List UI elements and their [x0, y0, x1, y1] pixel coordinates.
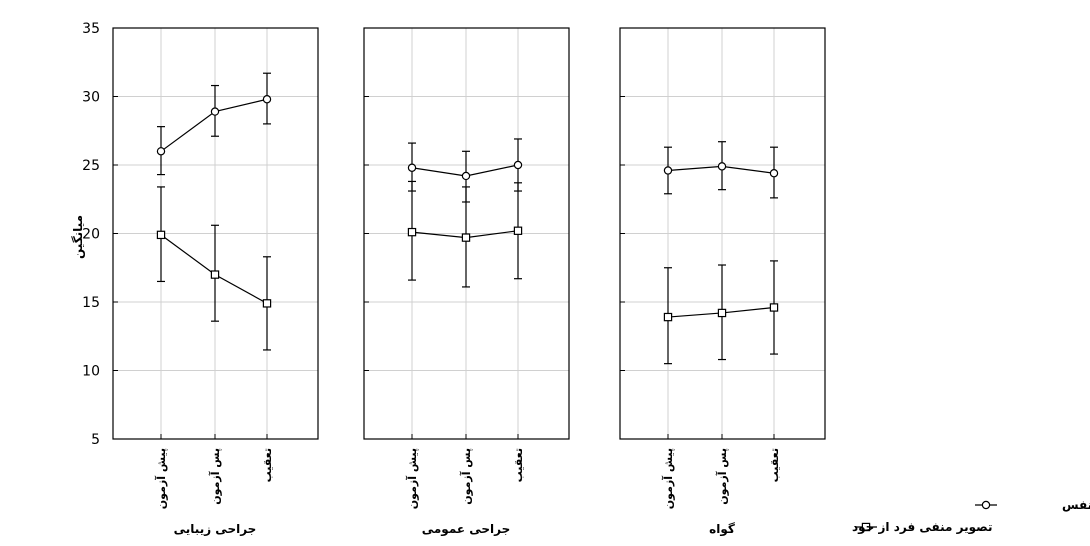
data-point — [156, 230, 166, 240]
data-point — [769, 169, 779, 178]
x-category-label: تعقیب — [768, 448, 781, 482]
data-point — [262, 299, 272, 308]
x-category-label: تعقیب — [261, 448, 274, 482]
data-point — [513, 226, 523, 235]
x-category-label: پس آزمون — [459, 448, 473, 505]
panel-1: پیش آزمون پس آزمون تعقیب جراحی زیبایی — [112, 27, 319, 536]
x-category-label: پیش آزمون — [661, 448, 675, 509]
x-category-label: پیش آزمون — [405, 448, 419, 509]
data-point — [262, 95, 272, 104]
data-point — [156, 147, 166, 156]
x-category-label: پیش آزمون — [154, 448, 168, 509]
data-point — [210, 270, 220, 279]
y-tick-label: 5 — [91, 432, 100, 448]
series-line — [160, 98, 268, 152]
panel-group-label: جراحی زیبایی — [174, 522, 257, 536]
data-point — [407, 227, 417, 237]
data-point — [210, 107, 220, 116]
data-point — [769, 303, 779, 312]
data-point — [717, 308, 727, 318]
data-point — [717, 162, 727, 171]
data-point — [663, 312, 673, 322]
data-point — [461, 171, 471, 181]
x-category-label: پس آزمون — [208, 448, 222, 505]
panel-group-label: گواه — [709, 522, 735, 537]
data-point — [513, 160, 523, 170]
data-point — [663, 166, 673, 175]
y-tick-label: 10 — [82, 364, 100, 380]
data-point — [407, 163, 417, 172]
y-tick-label: 20 — [82, 227, 100, 243]
legend-marker — [981, 500, 991, 510]
y-axis-label: میانگین — [71, 215, 85, 259]
x-category-label: تعقیب — [512, 448, 525, 482]
series-line — [160, 234, 268, 304]
legend: عزت نفس تصویر منفی فرد از خود — [852, 498, 1090, 535]
legend-entry: تصویر منفی فرد از خود — [852, 520, 992, 535]
panel-group-label: جراحی عمومی — [422, 522, 511, 537]
y-tick-label: 30 — [82, 90, 100, 106]
panel-3: پیش آزمون پس آزمون تعقیب گواه — [619, 27, 826, 537]
panel-2: پیش آزمون پس آزمون تعقیب جراحی عمومی — [363, 27, 570, 537]
data-point — [461, 233, 471, 242]
legend-entry: عزت نفس — [1062, 498, 1090, 512]
x-category-label: پس آزمون — [715, 448, 729, 505]
legend-marker — [861, 522, 871, 532]
y-tick-label: 15 — [82, 295, 100, 311]
y-tick-label: 25 — [82, 158, 100, 174]
y-tick-label: 35 — [82, 21, 100, 37]
